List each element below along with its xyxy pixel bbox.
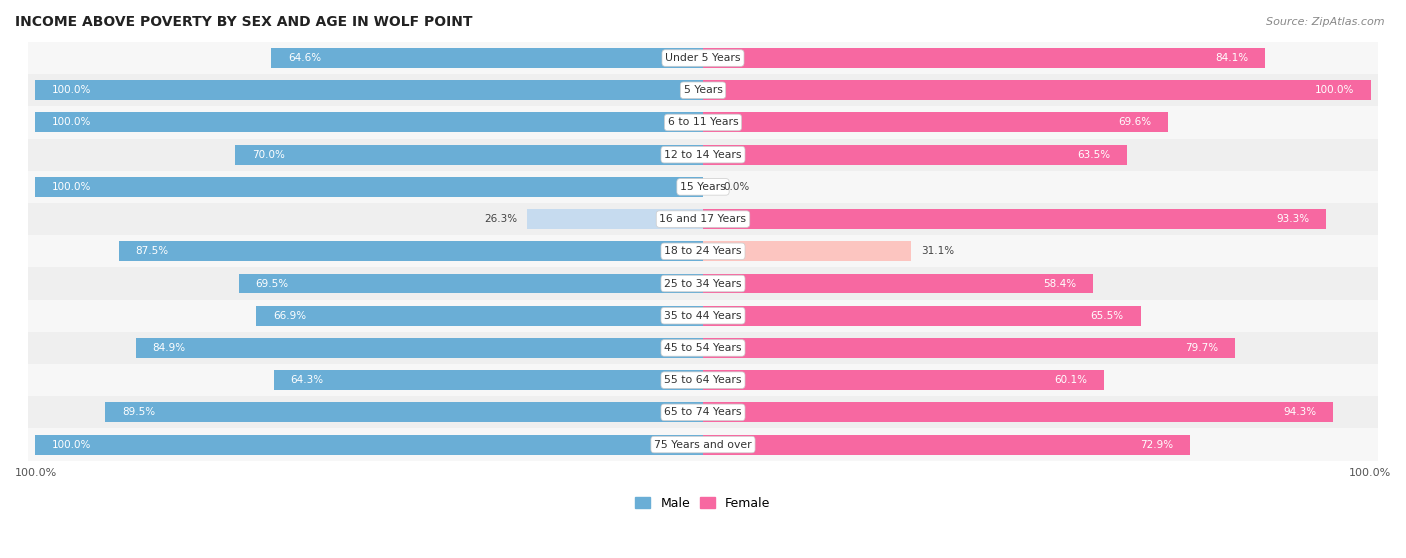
Legend: Male, Female: Male, Female <box>630 492 776 515</box>
Bar <box>703 435 1189 455</box>
Text: 75 Years and over: 75 Years and over <box>654 440 752 450</box>
Bar <box>35 177 703 197</box>
Text: 100.0%: 100.0% <box>15 468 58 478</box>
Bar <box>274 370 703 390</box>
Bar <box>703 80 1371 100</box>
Text: 65.5%: 65.5% <box>1091 311 1123 321</box>
Bar <box>703 48 1265 68</box>
Text: 100.0%: 100.0% <box>1348 468 1391 478</box>
Text: 63.5%: 63.5% <box>1077 150 1111 160</box>
Bar <box>703 273 1092 294</box>
Bar <box>35 435 703 455</box>
Bar <box>28 235 1378 267</box>
Text: 25 to 34 Years: 25 to 34 Years <box>664 278 742 288</box>
Bar <box>527 209 703 229</box>
Bar <box>703 113 1168 132</box>
Text: 58.4%: 58.4% <box>1043 278 1077 288</box>
Text: Under 5 Years: Under 5 Years <box>665 53 741 63</box>
Text: 26.3%: 26.3% <box>484 214 517 224</box>
Text: 12 to 14 Years: 12 to 14 Years <box>664 150 742 160</box>
Text: 94.3%: 94.3% <box>1284 407 1316 417</box>
Text: 100.0%: 100.0% <box>52 182 91 192</box>
Bar <box>703 370 1105 390</box>
Text: INCOME ABOVE POVERTY BY SEX AND AGE IN WOLF POINT: INCOME ABOVE POVERTY BY SEX AND AGE IN W… <box>15 15 472 29</box>
Text: 60.1%: 60.1% <box>1054 375 1088 385</box>
Bar <box>703 338 1236 358</box>
Bar <box>703 209 1326 229</box>
Text: 100.0%: 100.0% <box>52 85 91 95</box>
Bar <box>239 273 703 294</box>
Bar <box>28 429 1378 461</box>
Bar <box>118 241 703 261</box>
Bar <box>28 364 1378 396</box>
Text: 16 and 17 Years: 16 and 17 Years <box>659 214 747 224</box>
Text: 5 Years: 5 Years <box>683 85 723 95</box>
Text: 93.3%: 93.3% <box>1277 214 1309 224</box>
Bar <box>28 332 1378 364</box>
Text: 64.6%: 64.6% <box>288 53 322 63</box>
Bar <box>703 145 1128 165</box>
Text: 84.9%: 84.9% <box>153 343 186 353</box>
Bar <box>28 74 1378 107</box>
Text: 15 Years: 15 Years <box>681 182 725 192</box>
Text: 66.9%: 66.9% <box>273 311 307 321</box>
Bar <box>105 402 703 422</box>
Bar <box>703 241 911 261</box>
Text: 69.5%: 69.5% <box>256 278 288 288</box>
Text: 100.0%: 100.0% <box>1315 85 1354 95</box>
Bar <box>703 306 1140 326</box>
Bar <box>271 48 703 68</box>
Text: 100.0%: 100.0% <box>52 118 91 127</box>
Bar <box>35 80 703 100</box>
Text: 70.0%: 70.0% <box>252 150 285 160</box>
Bar <box>28 42 1378 74</box>
Text: 69.6%: 69.6% <box>1118 118 1152 127</box>
Bar <box>256 306 703 326</box>
Text: 72.9%: 72.9% <box>1140 440 1173 450</box>
Bar <box>28 396 1378 429</box>
Text: 31.1%: 31.1% <box>921 246 953 256</box>
Bar <box>28 107 1378 138</box>
Bar <box>35 113 703 132</box>
Bar <box>136 338 703 358</box>
Text: 65 to 74 Years: 65 to 74 Years <box>664 407 742 417</box>
Text: 0.0%: 0.0% <box>723 182 749 192</box>
Text: 55 to 64 Years: 55 to 64 Years <box>664 375 742 385</box>
Text: 18 to 24 Years: 18 to 24 Years <box>664 246 742 256</box>
Text: Source: ZipAtlas.com: Source: ZipAtlas.com <box>1267 17 1385 27</box>
Text: 84.1%: 84.1% <box>1215 53 1249 63</box>
Text: 6 to 11 Years: 6 to 11 Years <box>668 118 738 127</box>
Text: 89.5%: 89.5% <box>122 407 155 417</box>
Bar <box>703 402 1333 422</box>
Text: 79.7%: 79.7% <box>1185 343 1219 353</box>
Bar <box>28 267 1378 300</box>
Bar <box>28 138 1378 171</box>
Text: 35 to 44 Years: 35 to 44 Years <box>664 311 742 321</box>
Bar <box>28 203 1378 235</box>
Text: 87.5%: 87.5% <box>135 246 169 256</box>
Bar <box>28 300 1378 332</box>
Text: 45 to 54 Years: 45 to 54 Years <box>664 343 742 353</box>
Bar <box>28 171 1378 203</box>
Text: 100.0%: 100.0% <box>52 440 91 450</box>
Bar <box>235 145 703 165</box>
Text: 64.3%: 64.3% <box>290 375 323 385</box>
